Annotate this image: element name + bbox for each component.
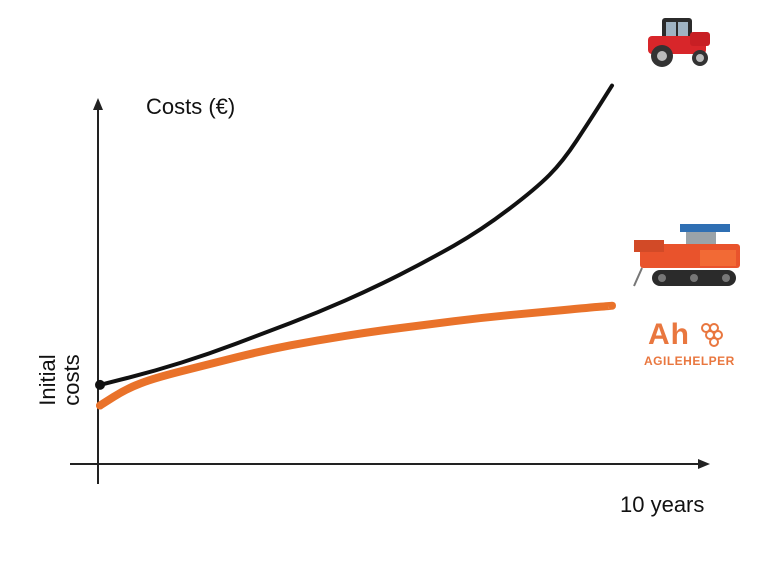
series-start-point-0 bbox=[95, 379, 105, 390]
icons bbox=[633, 18, 740, 287]
tractor-icon bbox=[648, 18, 710, 67]
x-axis-arrow bbox=[698, 459, 710, 469]
series-start-point-1 bbox=[96, 401, 104, 410]
y-axis-arrow bbox=[93, 98, 103, 110]
x-axis-label: 10 years bbox=[620, 492, 705, 517]
series-layer bbox=[95, 83, 616, 410]
y-axis-label: Costs (€) bbox=[146, 94, 236, 119]
logo-mark: Ah bbox=[648, 318, 690, 351]
agilehelper-logo: Ah AGILEHELPER bbox=[636, 318, 736, 374]
initial-costs-label-container: Initial costs bbox=[34, 346, 86, 414]
series-line-agilehelper bbox=[96, 301, 616, 410]
grape-icon bbox=[701, 323, 723, 347]
axes bbox=[70, 98, 710, 484]
initial-costs-label: Initial costs bbox=[35, 354, 84, 406]
series-line-conventional bbox=[98, 83, 614, 387]
logo-name: AGILEHELPER bbox=[644, 354, 735, 368]
autonomous-machine-icon bbox=[633, 224, 740, 287]
